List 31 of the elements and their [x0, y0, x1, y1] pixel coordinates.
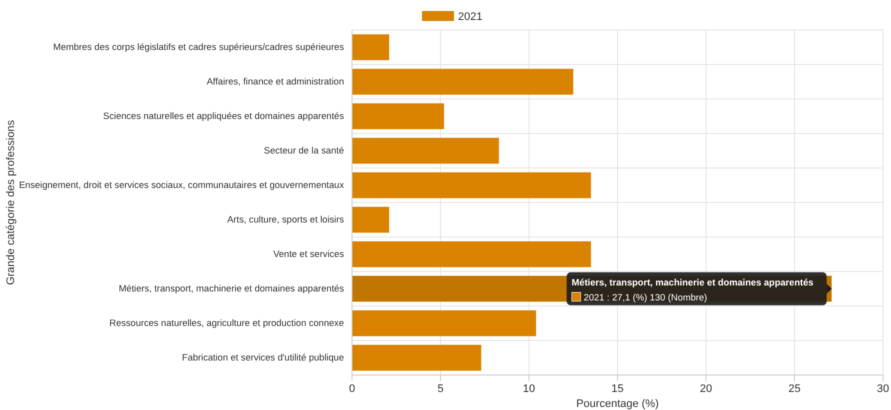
x-tick-label: 30 — [876, 382, 890, 395]
bar — [352, 172, 591, 198]
annotation: 2021 : 27,1 (%) 130 (Nombre) — [584, 292, 708, 302]
annotation: Métiers, transport, machinerie et domaines apparentés — [572, 277, 814, 288]
y-tick-label: Vente et services — [273, 249, 344, 260]
bar — [352, 344, 482, 371]
y-axis-title: Grande catégorie des professions — [5, 119, 17, 286]
bar — [352, 310, 536, 336]
bar — [352, 68, 574, 95]
bar — [352, 206, 390, 233]
x-axis-title: Pourcentage (%) — [576, 398, 659, 410]
x-tick-label: 5 — [437, 382, 444, 395]
y-tick-label: Affaires, finance et administration — [206, 76, 344, 87]
x-tick-label: 25 — [788, 382, 801, 395]
bar — [352, 138, 499, 164]
bar — [352, 241, 591, 268]
x-tick-label: 10 — [522, 382, 536, 395]
y-tick-label: Sciences naturelles et appliquées et domaines apparentés — [103, 111, 344, 122]
x-tick-label: 0 — [348, 382, 356, 395]
y-tick-label: Arts, culture, sports et loisirs — [227, 214, 344, 225]
y-tick-label: Enseignement, droit et services sociaux, communautaires et gouvernementaux — [18, 180, 344, 190]
legend-label: 2021 — [458, 11, 482, 23]
y-tick-label: Membres des corps législatifs et cadres supérieurs/cadres supérieures — [53, 42, 344, 52]
y-tick-label: Métiers, transport, machinerie et domaines apparentés — [118, 284, 344, 294]
bar — [352, 34, 390, 60]
y-tick-label: Secteur de la santé — [264, 146, 344, 156]
y-tick-label: Fabrication et services d'utilité publique — [182, 352, 344, 363]
x-tick-label: 20 — [700, 382, 712, 395]
x-tick-label: 15 — [611, 382, 624, 395]
y-tick-label: Ressources naturelles, agriculture et production connexe — [109, 318, 344, 328]
bar — [352, 103, 444, 130]
